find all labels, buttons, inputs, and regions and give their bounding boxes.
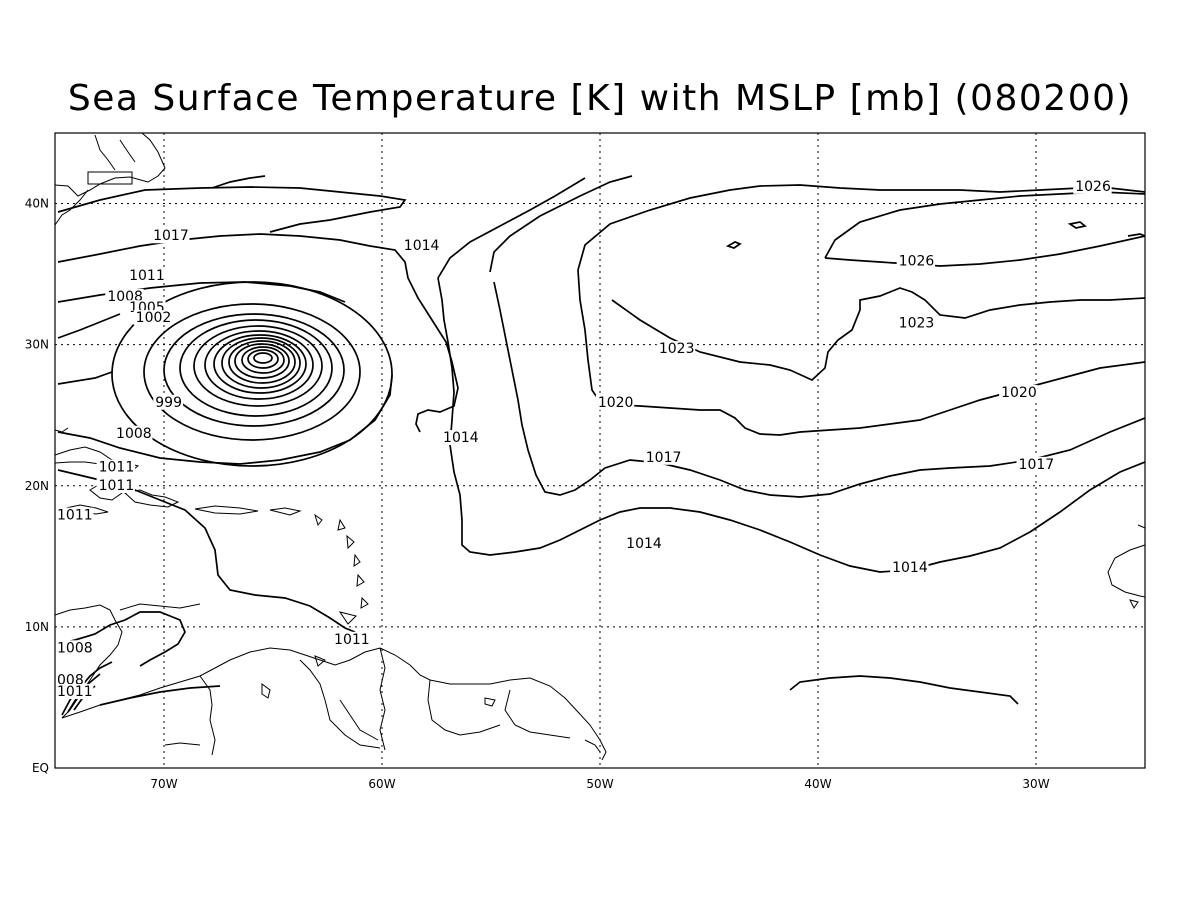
svg-text:1008: 1008 <box>116 426 152 442</box>
svg-text:1011: 1011 <box>57 684 93 700</box>
contour-label: 1017 <box>643 449 683 466</box>
contour-label: 1011 <box>55 507 94 524</box>
contour-label: 1017 <box>1016 456 1055 473</box>
lon-tick-label: 60W <box>368 777 395 791</box>
svg-text:1008: 1008 <box>57 640 93 656</box>
svg-text:1014: 1014 <box>626 536 662 552</box>
lon-tick-label: 70W <box>150 777 177 791</box>
contour-label: 1011 <box>55 684 94 700</box>
contour-label: 1008 <box>55 640 94 656</box>
lat-tick-label: 30N <box>25 338 49 352</box>
contour-label: 1014 <box>890 559 929 576</box>
lon-tick-label: 30W <box>1022 777 1049 791</box>
contour-label: 1011 <box>96 459 135 476</box>
svg-text:1011: 1011 <box>99 478 135 494</box>
svg-text:1026: 1026 <box>899 254 935 270</box>
contour-label: 1011 <box>332 631 371 648</box>
contour-label: 1023 <box>656 341 696 357</box>
contour-label: 1020 <box>595 394 635 411</box>
svg-text:1026: 1026 <box>1075 179 1111 195</box>
svg-text:1011: 1011 <box>57 508 93 524</box>
lat-tick-label: EQ <box>32 761 49 775</box>
map-frame <box>54 132 1146 769</box>
contour-label: 1026 <box>896 253 936 270</box>
svg-text:1017: 1017 <box>646 450 682 466</box>
contour-label: 1014 <box>624 535 663 552</box>
isobar-contours <box>54 175 1146 716</box>
contour-label: 1023 <box>896 315 936 332</box>
svg-text:1020: 1020 <box>598 395 634 411</box>
contour-label: 1002 <box>133 310 173 326</box>
map-axes: 70W 60W 50W 40W 30W 40N 30N 20N 10N EQ <box>25 132 1146 791</box>
svg-text:1014: 1014 <box>892 560 928 576</box>
contour-label: 1014 <box>441 430 480 446</box>
lat-tick-label: 20N <box>25 479 49 493</box>
contour-label: 1017 <box>151 228 190 244</box>
contour-label: 999 <box>153 394 184 411</box>
svg-text:1017: 1017 <box>153 228 189 244</box>
svg-text:1023: 1023 <box>659 341 695 357</box>
contour-labels: 1026 1026 1023 1023 1020 1020 1017 1017 1014 1014… <box>55 178 1112 700</box>
svg-text:999: 999 <box>155 395 182 411</box>
svg-text:1011: 1011 <box>99 460 135 476</box>
svg-text:1017: 1017 <box>1019 457 1055 473</box>
contour-label: 1011 <box>127 267 166 284</box>
contour-label: 1008 <box>114 425 153 442</box>
svg-text:1002: 1002 <box>136 310 172 326</box>
contour-label: 1020 <box>999 384 1038 401</box>
svg-text:1014: 1014 <box>443 430 479 446</box>
lon-tick-label: 50W <box>586 777 613 791</box>
svg-text:1014: 1014 <box>404 238 440 254</box>
contour-label: 1014 <box>401 238 441 254</box>
lat-tick-label: 10N <box>25 620 49 634</box>
svg-text:1023: 1023 <box>899 316 935 332</box>
svg-text:1020: 1020 <box>1001 385 1037 401</box>
lon-tick-label: 40W <box>804 777 831 791</box>
lat-lon-grid <box>55 133 1145 768</box>
contour-label: 1026 <box>1073 178 1112 195</box>
svg-text:1011: 1011 <box>129 268 165 284</box>
svg-text:1011: 1011 <box>334 632 370 648</box>
map-title: Sea Surface Temperature [K] with MSLP [m… <box>67 78 1133 119</box>
contour-label: 1011 <box>96 478 135 494</box>
lat-tick-label: 40N <box>25 197 49 211</box>
